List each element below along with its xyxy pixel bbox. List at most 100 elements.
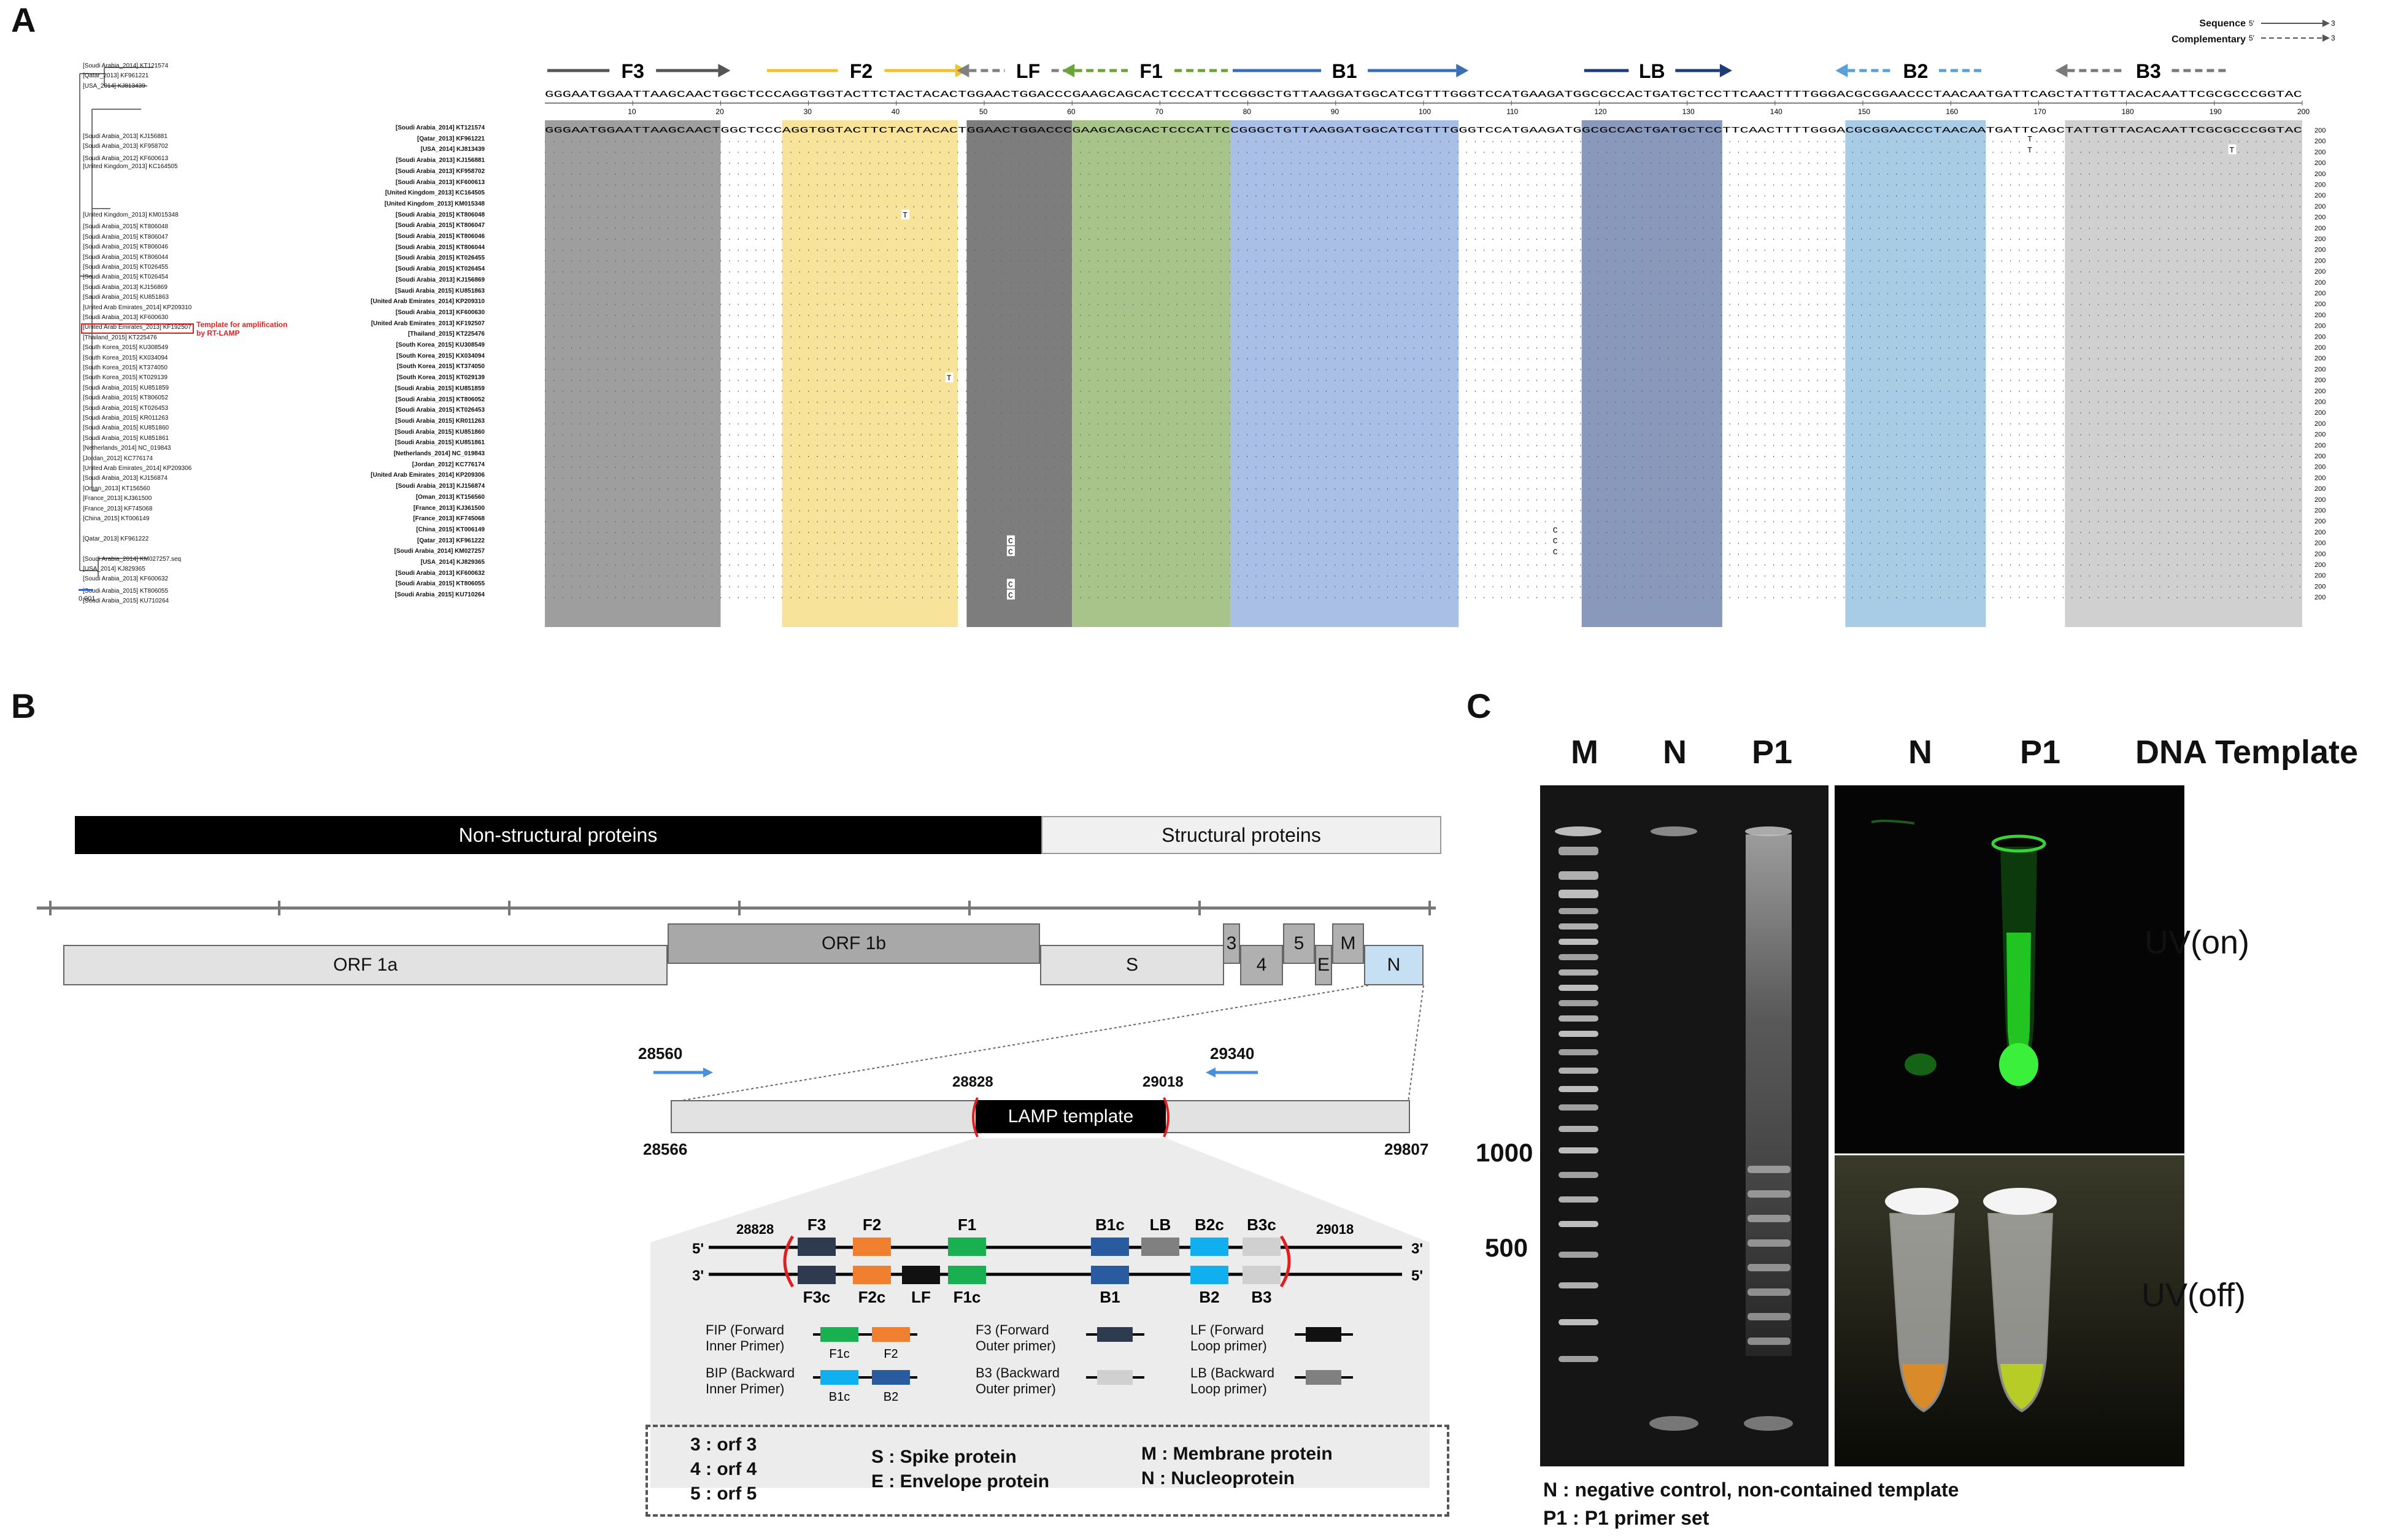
row-end-value: 200: [2314, 550, 2326, 558]
genome-axis: [37, 901, 1436, 915]
tree-leaf-label: [Jordan_2012] KC776174: [83, 455, 153, 462]
fip-legend: FIP (Forward Inner Primer): [706, 1322, 785, 1353]
row-end-value: 200: [2314, 127, 2326, 134]
bottom-primer-site-b3: [1243, 1266, 1281, 1284]
top-primer-label: LB: [1150, 1215, 1171, 1234]
structural-bar: Structural proteins: [1041, 816, 1441, 854]
alignment-row-label: [Soudi Arabia_2015] KT806046: [395, 233, 485, 240]
primer-diagram: 5' 3' 3' 5' 28828 29018 F3 F2 F1 B1c LB B2c B3c F3c F2…: [692, 1215, 1423, 1404]
alignment-row-label: [France_2013] KJ361500: [413, 504, 485, 512]
alignment-row-label: [Soudi Arabia_2013] KF600630: [395, 309, 485, 316]
primer-arrow-f2: F2: [767, 60, 968, 82]
alignment-row-label: [Qatar_2013] KF961222: [417, 537, 485, 544]
abbrev-spike: S : Spike protein: [871, 1447, 1017, 1467]
nonstructural-label: Non-structural proteins: [458, 823, 658, 846]
row-end-value: 200: [2314, 312, 2326, 319]
note-negative-control: N : negative control, non-contained temp…: [1543, 1479, 1959, 1501]
legend-complementary: Complementary: [2171, 34, 2246, 45]
ladder-band: [1559, 1147, 1598, 1153]
row-end-value: 200: [2314, 529, 2326, 536]
row-end-value: 200: [2314, 160, 2326, 167]
p1-band: [1748, 1166, 1790, 1173]
row-end-value: 200: [2314, 420, 2326, 428]
primer-arrow-lb: LB: [1584, 60, 1732, 82]
mutation-base: T: [947, 374, 952, 383]
lamp-template-box: LAMP template: [976, 1100, 1166, 1133]
nonstructural-bar: Non-structural proteins: [75, 816, 1041, 854]
template-note-line1: Template for amplification: [196, 320, 288, 329]
tree-leaf-label: [Soudi Arabia_2014] KT121574: [83, 63, 168, 69]
alignment-row-label: [Soudi Arabia_2013] KJ156874: [396, 483, 485, 490]
alignment-row-label: [South Korea_2015] KU308549: [396, 342, 485, 348]
alignment-row-label: [Soudi Arabia_2015] KT026453: [395, 407, 485, 414]
top-primer-label: F3: [807, 1215, 826, 1234]
row-end-value: 200: [2314, 333, 2326, 341]
orf5-label: 5: [1293, 933, 1304, 953]
ruler-tick-label: 130: [1682, 107, 1695, 116]
mutation-base: C: [1008, 580, 1013, 589]
bip-legend: BIP (Backward Inner Primer): [706, 1365, 795, 1396]
tree-leaf-label: [Soudi Arabia_2013] KF600632: [83, 576, 168, 583]
e-box: E: [1315, 945, 1332, 985]
top-primer-site-b1: [1091, 1238, 1129, 1256]
ladder-band: [1559, 985, 1598, 991]
tree-leaf-label: [United Kingdom_2013] KC164505: [83, 163, 178, 170]
pos-28566: 28566: [643, 1140, 688, 1158]
row-end-value: 200: [2314, 323, 2326, 330]
tree-leaf-label: [Qatar_2013] KF961221: [83, 72, 149, 80]
ladder-band: [1559, 1282, 1598, 1288]
primer-arrow-b1: B1: [1232, 60, 1469, 82]
alignment-row-label: [Soudi Arabia_2015] KT806055: [395, 580, 485, 588]
agarose-gel: [1540, 785, 1828, 1466]
p1-band: [1748, 1215, 1790, 1222]
ruler-tick-label: 80: [1243, 107, 1252, 116]
row-end-value: 200: [2314, 540, 2326, 547]
bottom-primer-site-f3: [798, 1266, 836, 1284]
row-end-value: 200: [2314, 355, 2326, 363]
bottom-primer-label: F1c: [954, 1288, 981, 1306]
template-highlight-box: [81, 323, 194, 334]
primer-name-f1: F1: [1139, 60, 1162, 82]
row-end-value: 200: [2314, 409, 2326, 417]
sequence-legend: Sequence Complementary: [2148, 16, 2246, 48]
panel-a-label: A: [11, 1, 36, 39]
top-primer-site-f3: [798, 1238, 836, 1256]
bottom-primer-label: F3c: [803, 1288, 831, 1306]
tree-leaf-label: [Soudi Arabia_2015] KU851860: [83, 425, 169, 432]
alignment-row-label: [Soudi Arabia_2015] KU851860: [395, 428, 485, 436]
alignment-row-label: [Soudi Arabia_2015] KU851861: [395, 439, 485, 447]
lf-glyph-seg: [1306, 1327, 1341, 1342]
marker-1000: 1000: [1476, 1138, 1533, 1167]
bottom-primer-label: LF: [911, 1288, 931, 1306]
p1-band: [1748, 1338, 1790, 1345]
tree-leaf-label: [South Korea_2015] KU308549: [83, 344, 168, 352]
row-end-value: 200: [2314, 496, 2326, 504]
abbrev-orf4: 4 : orf 4: [690, 1459, 757, 1479]
protein-abbrev-list-1: S : Spike protein E : Envelope protein: [871, 1445, 1049, 1494]
abbrev-nucleoprotein: N : Nucleoprotein: [1141, 1468, 1295, 1488]
alignment-row-label: [Soudi Arabia_2015] KT026455: [395, 255, 485, 262]
orf1b-box: ORF 1b: [668, 923, 1040, 964]
orf1b-label: ORF 1b: [821, 933, 887, 953]
primer-name-lb: LB: [1639, 60, 1665, 82]
tree-leaf-label: [South Korea_2015] KT029139: [83, 374, 168, 382]
ladder-band: [1559, 954, 1598, 960]
row-end-value: 200: [2314, 507, 2326, 515]
primer-pos-28828: 28828: [736, 1222, 774, 1237]
tree-leaf-label: [South Korea_2015] KX034094: [83, 354, 168, 361]
tree-leaf-label: [USA_2014] KJ813439: [83, 82, 145, 90]
row-end-value: 200: [2314, 377, 2326, 384]
fip-glyph-lbl2: F2: [884, 1347, 898, 1361]
ladder-band: [1559, 908, 1598, 914]
bip-glyph-lbl1: B1c: [829, 1390, 850, 1404]
region-b2-highlight: [1845, 120, 1986, 627]
p1-band: [1748, 1239, 1790, 1247]
ladder-band: [1559, 1049, 1598, 1055]
lf-legend: LF (Forward Loop primer): [1190, 1322, 1267, 1353]
p1-band: [1748, 1190, 1790, 1198]
lane-p1-tube: P1: [2020, 734, 2061, 771]
lamp-template-label: LAMP template: [1008, 1106, 1134, 1126]
p1-band: [1748, 1313, 1790, 1320]
row-end-value: 200: [2314, 518, 2326, 525]
ladder-band: [1559, 1126, 1598, 1132]
